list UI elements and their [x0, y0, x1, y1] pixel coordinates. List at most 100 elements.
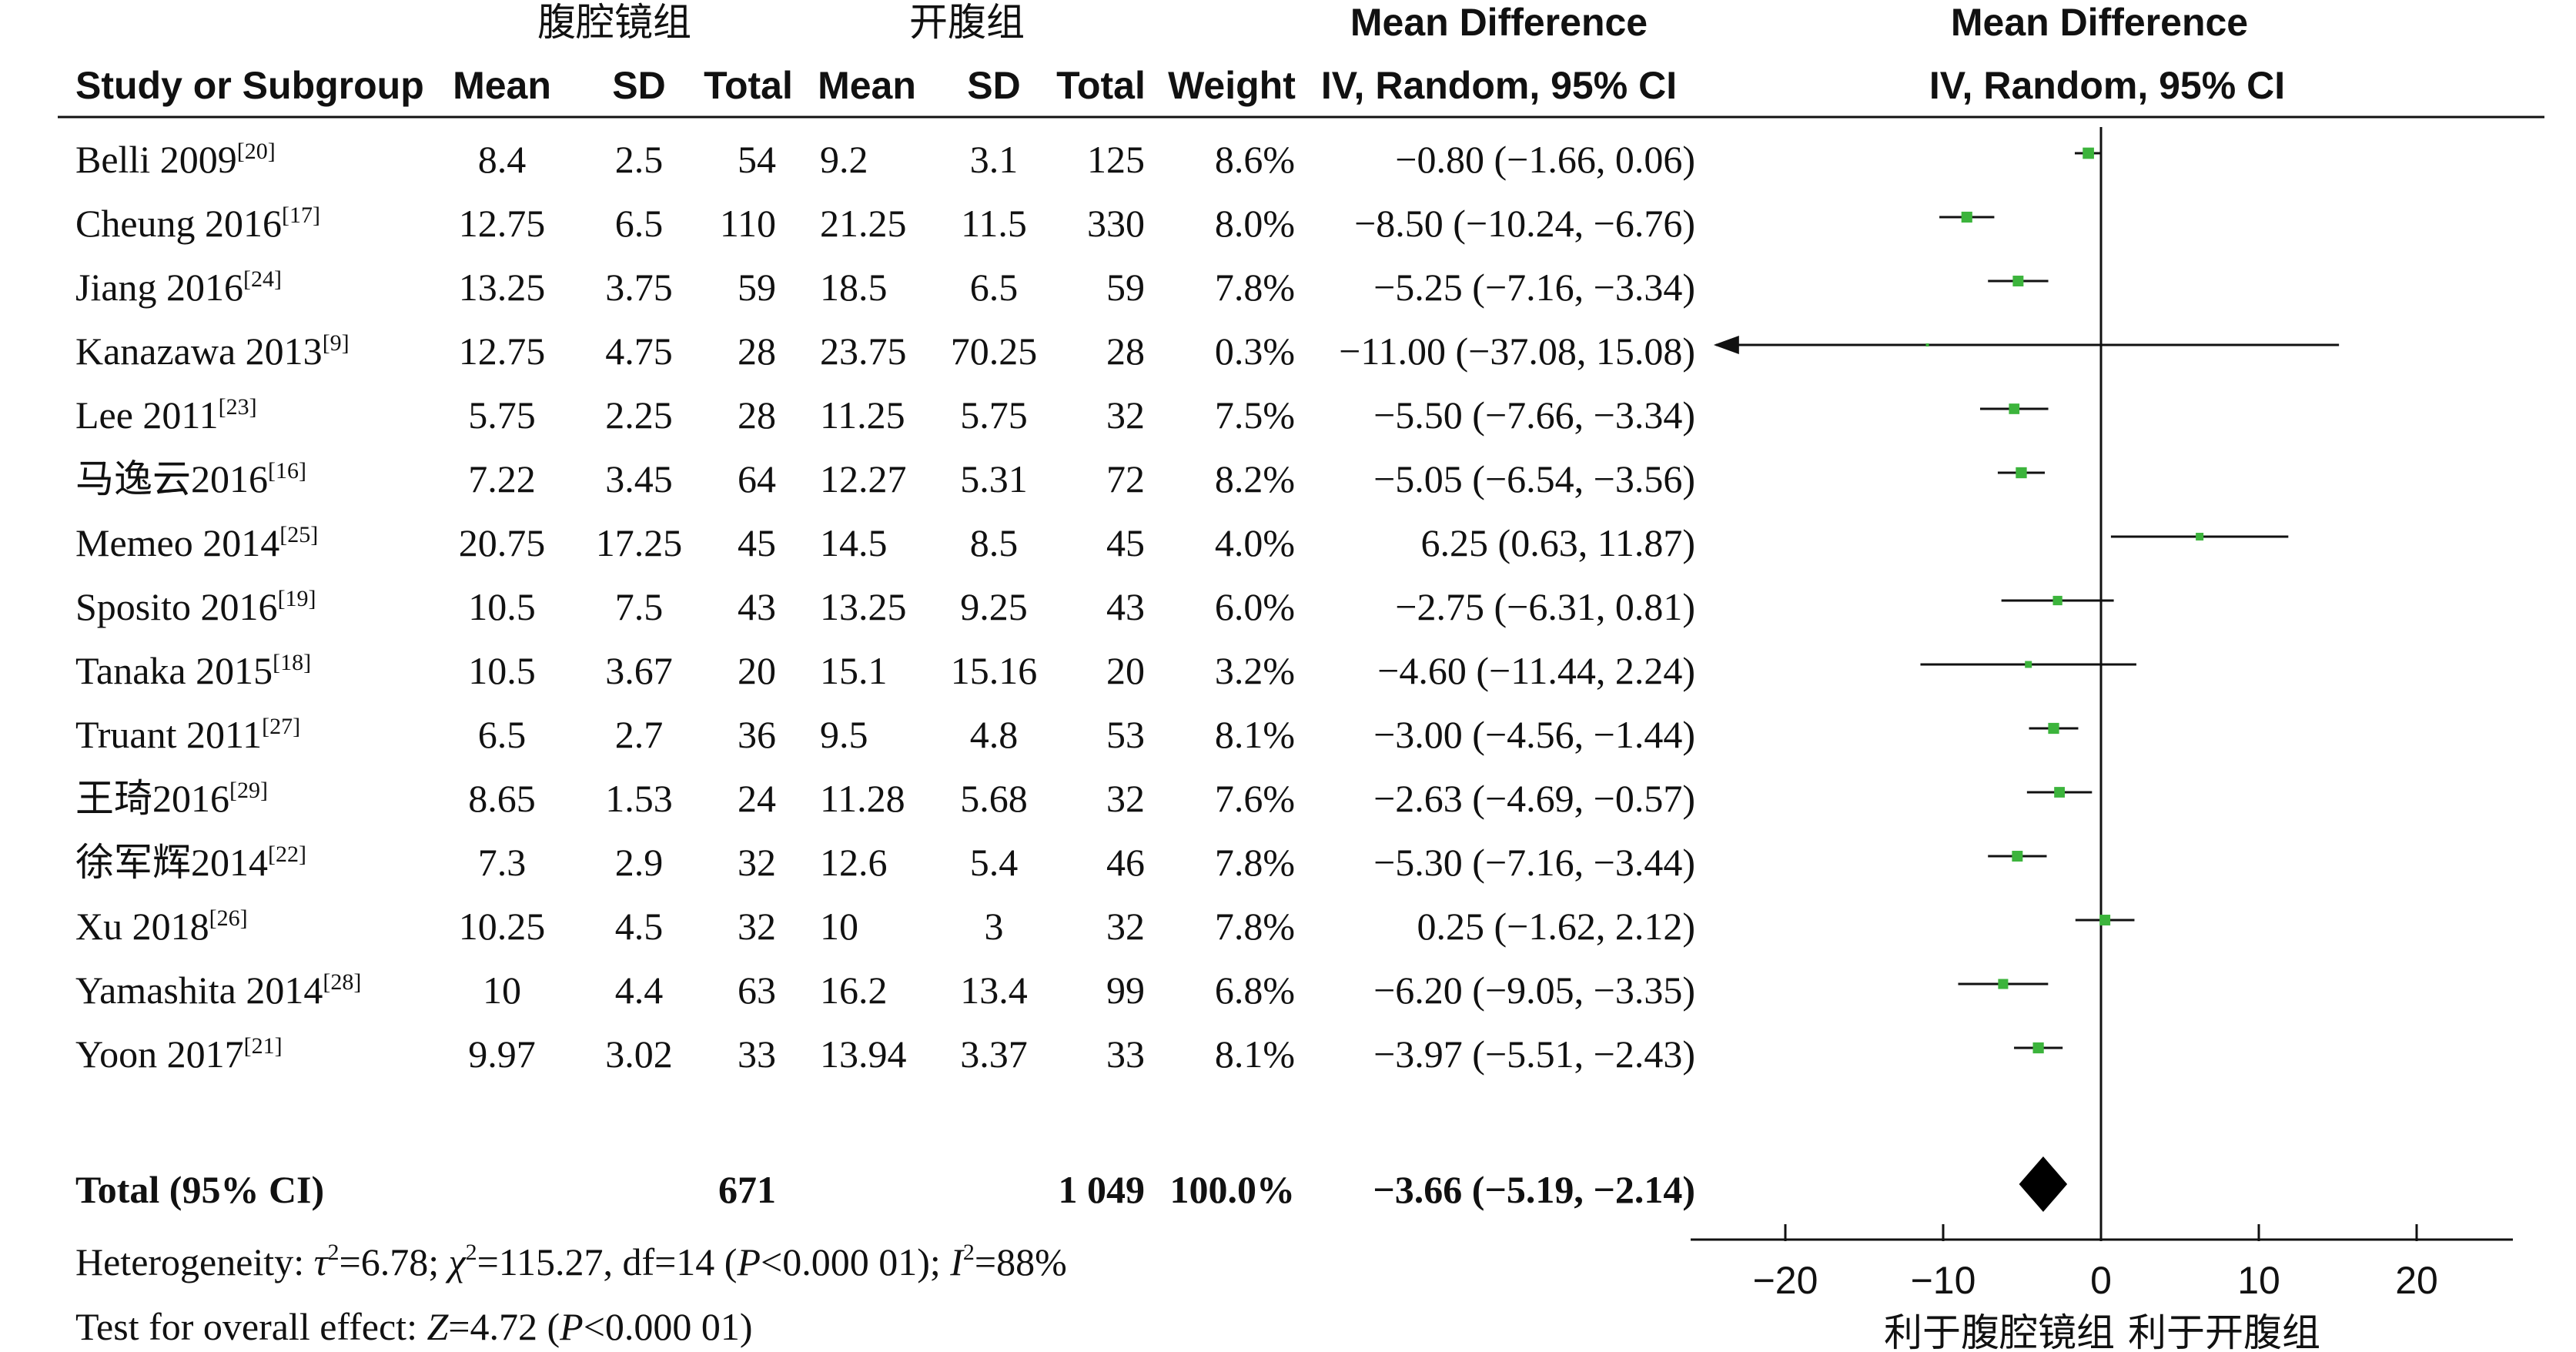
study-name: Jiang 2016[24] [75, 266, 282, 309]
cell-ci: −2.63 (−4.69, −0.57) [1373, 777, 1695, 820]
cell-sd1: 6.5 [615, 202, 664, 245]
plot-header-title: Mean Difference [1951, 1, 2248, 44]
group-header-open: 开腹组 [909, 0, 1025, 45]
study-rows: Belli 2009[20] 8.4 2.5 54 9.2 3.1 125 8.6% −0.80… [75, 138, 1695, 1076]
total-n-open: 1 049 [1059, 1168, 1146, 1211]
effect-square [2012, 276, 2024, 286]
study-name: Lee 2011[23] [75, 393, 257, 437]
cell-n1: 64 [738, 457, 776, 500]
cell-m1: 6.5 [478, 713, 527, 756]
cell-sd2: 3.37 [960, 1032, 1028, 1076]
cell-m1: 7.3 [478, 841, 527, 884]
pooled-diamond [2019, 1156, 2068, 1212]
cell-n1: 110 [720, 202, 776, 245]
study-name: Sposito 2016[19] [75, 585, 316, 628]
heterogeneity-text: Heterogeneity: τ2=6.78; χ2=115.27, df=14… [75, 1240, 1067, 1283]
cell-n2: 125 [1087, 138, 1145, 181]
study-name: Belli 2009[20] [75, 138, 276, 181]
col-header-total-lap: Total [704, 64, 793, 107]
table-row: Xu 2018[26] 10.25 4.5 32 10 3 32 7.8% 0.25 (−1.6… [75, 905, 1695, 948]
cell-ci: −3.97 (−5.51, −2.43) [1373, 1032, 1695, 1076]
x-tick-label: 0 [2090, 1259, 2112, 1302]
cell-ci: −5.30 (−7.16, −3.44) [1373, 841, 1695, 884]
cell-weight: 8.2% [1215, 457, 1295, 500]
cell-m2: 15.1 [820, 649, 888, 692]
cell-m1: 10.25 [459, 905, 546, 948]
cell-sd2: 3.1 [970, 138, 1019, 181]
cell-n2: 20 [1106, 649, 1145, 692]
effect-square [2054, 787, 2065, 798]
cell-m1: 10 [483, 969, 521, 1012]
cell-n1: 45 [738, 521, 776, 564]
cell-sd1: 3.67 [605, 649, 673, 692]
cell-ci: −6.20 (−9.05, −3.35) [1373, 969, 1695, 1012]
cell-m1: 10.5 [468, 585, 536, 628]
cell-n2: 72 [1106, 457, 1145, 500]
forest-plot: −20 −10 0 10 20 [1691, 127, 2513, 1302]
cell-sd1: 4.75 [605, 330, 673, 373]
cell-m1: 7.22 [468, 457, 536, 500]
cell-m2: 9.5 [820, 713, 868, 756]
cell-n2: 99 [1106, 969, 1145, 1012]
cell-m1: 13.25 [459, 266, 546, 309]
cell-m1: 8.65 [468, 777, 536, 820]
cell-n2: 43 [1106, 585, 1145, 628]
cell-sd2: 15.16 [951, 649, 1038, 692]
cell-weight: 8.1% [1215, 1032, 1295, 1076]
cell-sd2: 8.5 [970, 521, 1019, 564]
table-row: Memeo 2014[25] 20.75 17.25 45 14.5 8.5 45 4.0% 6… [75, 521, 1695, 564]
cell-n2: 33 [1106, 1032, 1145, 1076]
cell-m2: 14.5 [820, 521, 888, 564]
table-row: Belli 2009[20] 8.4 2.5 54 9.2 3.1 125 8.6% −0.80… [75, 138, 1695, 181]
col-header-total-open: Total [1056, 64, 1146, 107]
table-row: 徐军辉2014[22] 7.3 2.9 32 12.6 5.4 46 7.8% −5.30 (−… [75, 841, 1695, 884]
cell-sd1: 2.5 [615, 138, 664, 181]
cell-n2: 45 [1106, 521, 1145, 564]
effect-square [2012, 851, 2023, 862]
effect-square [1998, 979, 2009, 989]
cell-n2: 330 [1087, 202, 1145, 245]
cell-sd2: 9.25 [960, 585, 1028, 628]
col-header-method: IV, Random, 95% CI [1321, 64, 1677, 107]
col-header-mean-open: Mean [818, 64, 916, 107]
total-row: Total (95% CI) 671 1 049 100.0% −3.66 (−… [75, 1168, 1695, 1211]
cell-ci: −5.25 (−7.16, −3.34) [1373, 266, 1695, 309]
table-row: Yamashita 2014[28] 10 4.4 63 16.2 13.4 99 6.8% −… [75, 969, 1695, 1012]
total-label: Total (95% CI) [75, 1168, 324, 1211]
cell-ci: −8.50 (−10.24, −6.76) [1354, 202, 1695, 245]
cell-n2: 32 [1106, 905, 1145, 948]
cell-sd2: 5.68 [960, 777, 1028, 820]
effect-square [2032, 1042, 2044, 1054]
cell-weight: 8.6% [1215, 138, 1295, 181]
cell-ci: −2.75 (−6.31, 0.81) [1395, 585, 1695, 628]
cell-n1: 33 [738, 1032, 776, 1076]
cell-m1: 10.5 [468, 649, 536, 692]
cell-sd1: 7.5 [615, 585, 664, 628]
study-name: Cheung 2016[17] [75, 202, 320, 245]
x-tick-label: −10 [1911, 1259, 1976, 1302]
cell-m2: 12.6 [820, 841, 888, 884]
cell-weight: 0.3% [1215, 330, 1295, 373]
cell-ci: −5.50 (−7.66, −3.34) [1373, 393, 1695, 437]
cell-ci: −11.00 (−37.08, 15.08) [1339, 330, 1695, 373]
effect-square [1961, 211, 1972, 223]
effect-square [2048, 722, 2059, 735]
effect-square [2009, 403, 2020, 414]
cell-m2: 16.2 [820, 969, 888, 1012]
cell-sd2: 13.4 [960, 969, 1028, 1012]
cell-m2: 13.94 [820, 1032, 907, 1076]
cell-m2: 12.27 [820, 457, 907, 500]
cell-ci: −0.80 (−1.66, 0.06) [1395, 138, 1695, 181]
cell-n2: 46 [1106, 841, 1145, 884]
study-markers [1713, 147, 2340, 1054]
total-ci: −3.66 (−5.19, −2.14) [1373, 1168, 1695, 1211]
cell-n1: 32 [738, 841, 776, 884]
x-tick-label: 10 [2237, 1259, 2280, 1302]
cell-weight: 4.0% [1215, 521, 1295, 564]
table-row: Sposito 2016[19] 10.5 7.5 43 13.25 9.25 43 6.0%… [75, 585, 1695, 628]
group-header-laparoscopic: 腹腔镜组 [537, 0, 691, 45]
cell-sd2: 5.75 [960, 393, 1028, 437]
cell-m2: 13.25 [820, 585, 907, 628]
cell-ci: −4.60 (−11.44, 2.24) [1377, 649, 1695, 692]
